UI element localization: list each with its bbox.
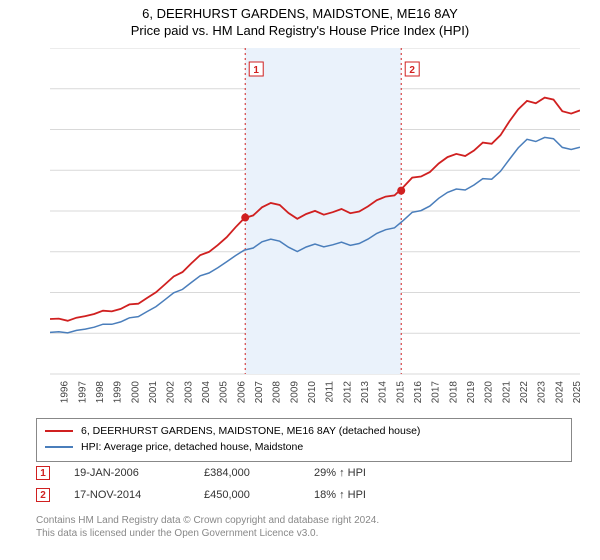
table-row: 2 17-NOV-2014 £450,000 18% ↑ HPI xyxy=(36,484,572,506)
sale-pct: 18% ↑ HPI xyxy=(314,489,434,501)
svg-text:1998: 1998 xyxy=(95,381,106,403)
price-chart: 12 £0£100K£200K£300K£400K£500K£600K£700K… xyxy=(50,48,580,403)
svg-text:2008: 2008 xyxy=(272,381,283,403)
sale-marker-box: 2 xyxy=(36,488,50,502)
svg-text:2005: 2005 xyxy=(219,381,230,403)
svg-text:2011: 2011 xyxy=(325,381,336,403)
svg-text:2014: 2014 xyxy=(378,381,389,403)
svg-text:2: 2 xyxy=(409,65,415,76)
svg-text:2018: 2018 xyxy=(448,381,459,403)
footer-line: Contains HM Land Registry data © Crown c… xyxy=(36,514,572,527)
svg-text:2012: 2012 xyxy=(342,381,353,403)
legend-item: 6, DEERHURST GARDENS, MAIDSTONE, ME16 8A… xyxy=(45,423,563,439)
svg-text:2002: 2002 xyxy=(166,381,177,403)
svg-text:2004: 2004 xyxy=(201,381,212,403)
svg-text:1997: 1997 xyxy=(77,381,88,403)
svg-text:2023: 2023 xyxy=(537,381,548,403)
svg-text:1: 1 xyxy=(253,65,259,76)
sale-date: 19-JAN-2006 xyxy=(74,467,204,479)
svg-text:2016: 2016 xyxy=(413,381,424,403)
legend-item: HPI: Average price, detached house, Maid… xyxy=(45,439,563,455)
svg-text:2024: 2024 xyxy=(554,381,565,403)
svg-text:2006: 2006 xyxy=(236,381,247,403)
svg-text:2000: 2000 xyxy=(130,381,141,403)
svg-text:2009: 2009 xyxy=(289,381,300,403)
svg-text:2001: 2001 xyxy=(148,381,159,403)
legend-label: HPI: Average price, detached house, Maid… xyxy=(81,441,303,453)
table-row: 1 19-JAN-2006 £384,000 29% ↑ HPI xyxy=(36,462,572,484)
svg-text:2010: 2010 xyxy=(307,381,318,403)
sale-price: £384,000 xyxy=(204,467,314,479)
svg-text:1999: 1999 xyxy=(113,381,124,403)
svg-text:2015: 2015 xyxy=(395,381,406,403)
svg-text:2019: 2019 xyxy=(466,381,477,403)
sale-marker-box: 1 xyxy=(36,466,50,480)
legend-label: 6, DEERHURST GARDENS, MAIDSTONE, ME16 8A… xyxy=(81,425,420,437)
svg-text:2013: 2013 xyxy=(360,381,371,403)
footer-attribution: Contains HM Land Registry data © Crown c… xyxy=(36,514,572,540)
sale-pct: 29% ↑ HPI xyxy=(314,467,434,479)
svg-text:2020: 2020 xyxy=(484,381,495,403)
sale-price: £450,000 xyxy=(204,489,314,501)
svg-text:2007: 2007 xyxy=(254,381,265,403)
sale-date: 17-NOV-2014 xyxy=(74,489,204,501)
page-title: 6, DEERHURST GARDENS, MAIDSTONE, ME16 8A… xyxy=(0,6,600,21)
page-subtitle: Price paid vs. HM Land Registry's House … xyxy=(0,23,600,38)
svg-text:2021: 2021 xyxy=(501,381,512,403)
svg-text:2022: 2022 xyxy=(519,381,530,403)
footer-line: This data is licensed under the Open Gov… xyxy=(36,527,572,540)
svg-text:2003: 2003 xyxy=(183,381,194,403)
chart-legend: 6, DEERHURST GARDENS, MAIDSTONE, ME16 8A… xyxy=(36,418,572,462)
svg-text:2025: 2025 xyxy=(572,381,580,403)
svg-text:1995: 1995 xyxy=(50,381,53,403)
svg-text:2017: 2017 xyxy=(431,381,442,403)
sales-table: 1 19-JAN-2006 £384,000 29% ↑ HPI 2 17-NO… xyxy=(36,462,572,506)
svg-text:1996: 1996 xyxy=(60,381,71,403)
